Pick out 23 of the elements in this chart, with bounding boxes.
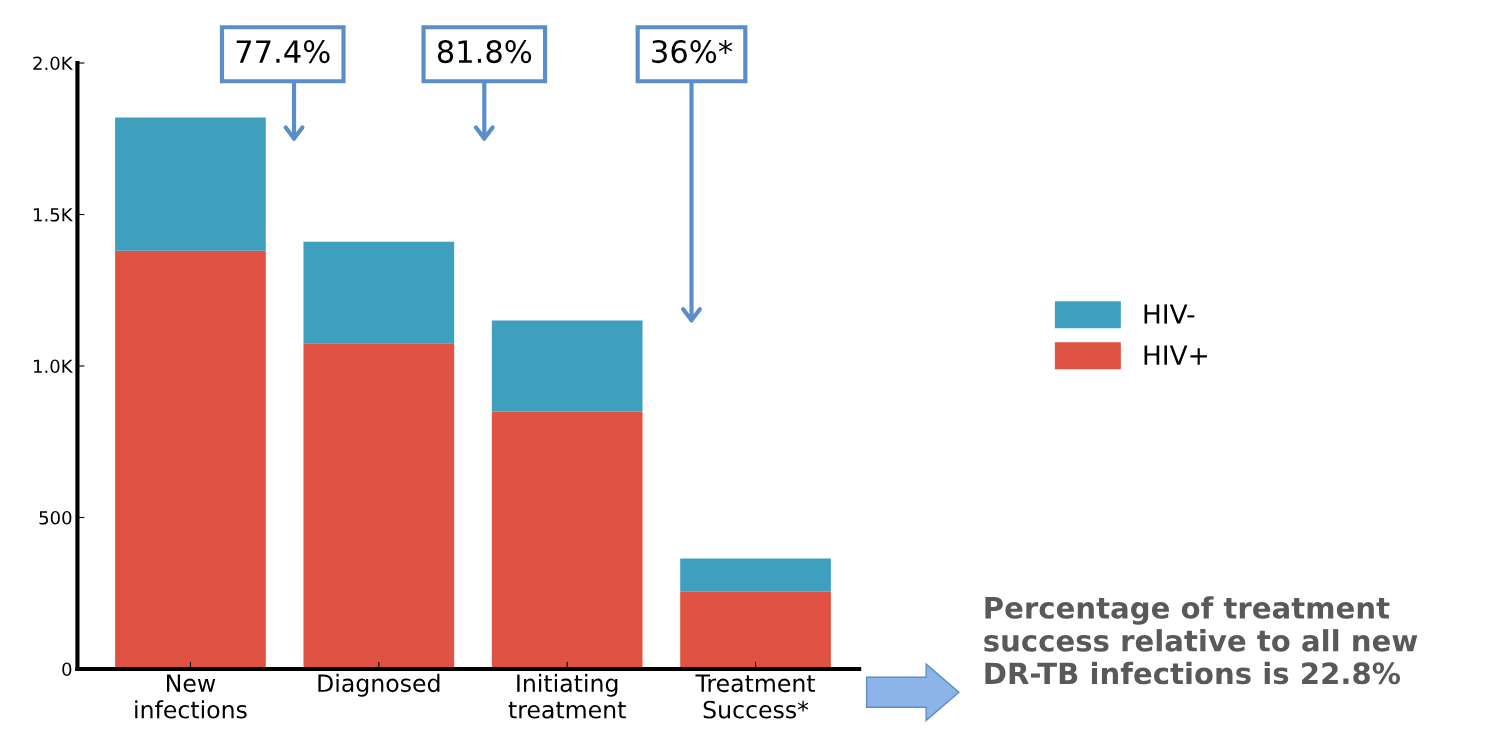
y-tick-label: 1.5K [34,208,73,222]
x-tick-label: Initiating treatment [508,673,626,719]
bar [115,250,266,669]
bar [491,320,643,412]
annotation: 77.4% [236,40,330,64]
x-tick-label: Diagnosed [318,673,440,697]
legend-label: HIV- [1144,304,1195,324]
y-tick-label: 2.0K [33,56,73,71]
x-tick-label: Treatment Success* [695,674,816,719]
text: Percentage of treatment success relative to all new DR-TB infections is 22.8% [984,596,1418,685]
legend-label: HIV+ [1144,345,1207,365]
bar [303,241,455,344]
x-tick-label: New infections [135,674,247,719]
bar [680,558,831,592]
bar [680,591,831,669]
y-tick-label: 1.0K [34,359,73,374]
annotation: 36%* [652,40,733,64]
bar [115,117,266,251]
bar [303,343,455,669]
y-tick-label: 0 [62,662,72,677]
annotation: 81.8% [437,40,532,64]
bar [491,411,643,669]
y-tick-label: 500 [39,510,72,525]
